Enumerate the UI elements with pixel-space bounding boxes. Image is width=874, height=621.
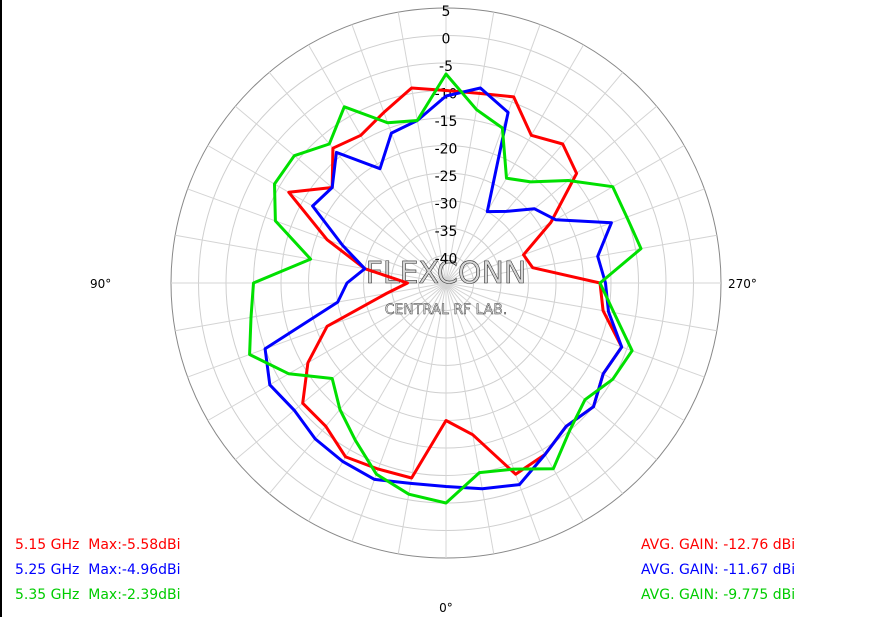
grid-spoke xyxy=(445,105,657,284)
radial-tick-label: 0 xyxy=(442,32,451,48)
grid-spoke xyxy=(445,282,657,461)
grid-spoke xyxy=(235,105,447,284)
grid-spoke xyxy=(445,282,495,554)
legend-series-2-avg: AVG. GAIN: -11.67 dBi xyxy=(641,562,796,578)
left-border xyxy=(0,0,2,617)
angle-label-270: 270° xyxy=(728,277,757,291)
grid-spoke xyxy=(445,12,495,284)
grid-spoke xyxy=(445,188,705,284)
angle-label-0: 0° xyxy=(439,601,453,615)
grid-spoke xyxy=(445,282,584,522)
grid-spoke xyxy=(397,282,447,554)
grid-spoke xyxy=(351,24,447,284)
series-line-3 xyxy=(248,72,643,505)
radial-tick-label: -35 xyxy=(435,224,458,240)
grid-spoke xyxy=(308,282,447,522)
radial-tick-label: -30 xyxy=(435,197,458,213)
radial-tick-label: -15 xyxy=(435,114,458,130)
grid-spoke xyxy=(445,282,717,332)
grid-spoke xyxy=(351,282,447,542)
grid-spoke xyxy=(397,12,447,284)
grid-spoke xyxy=(268,72,447,284)
watermark-subtitle: CENTRAL RF LAB. xyxy=(385,302,508,318)
grid-spoke xyxy=(308,44,447,284)
series-line-2 xyxy=(263,86,624,491)
legend-series-3-max: 5.35 GHz Max:-2.39dBi xyxy=(15,587,181,603)
grid-spoke xyxy=(445,282,685,421)
radial-tick-label: -25 xyxy=(435,169,458,185)
radial-tick-label: -5 xyxy=(439,59,453,75)
radial-tick-label: -20 xyxy=(435,142,458,158)
radial-tick-label: -40 xyxy=(435,252,458,268)
grid-spoke xyxy=(445,234,717,284)
grid-spoke xyxy=(268,282,447,494)
angle-label-90: 90° xyxy=(90,277,111,291)
watermark-title: FLEXCONN xyxy=(366,256,527,291)
radial-tick-label: 5 xyxy=(442,4,451,20)
legend-series-1-max: 5.15 GHz Max:-5.58dBi xyxy=(15,537,181,553)
legend-series-1-avg: AVG. GAIN: -12.76 dBi xyxy=(641,537,796,553)
grid-spoke xyxy=(235,282,447,461)
grid-spoke xyxy=(445,282,624,494)
grid-spoke xyxy=(175,282,447,332)
grid-spoke xyxy=(187,282,447,378)
watermark: FLEXCONN CENTRAL RF LAB. xyxy=(365,256,527,319)
grid-spoke xyxy=(187,188,447,284)
legend-series-2-max: 5.25 GHz Max:-4.96dBi xyxy=(15,562,181,578)
grid-spoke xyxy=(445,24,541,284)
grid-spoke xyxy=(445,72,624,284)
grid-spoke xyxy=(445,44,584,284)
grid-spoke xyxy=(207,145,447,284)
series-group xyxy=(248,72,643,505)
legend-series-3-avg: AVG. GAIN: -9.775 dBi xyxy=(641,587,796,603)
grid-spoke xyxy=(207,282,447,421)
grid-spoke xyxy=(445,282,705,378)
grid-spoke xyxy=(445,145,685,284)
grid-spoke xyxy=(445,282,541,542)
